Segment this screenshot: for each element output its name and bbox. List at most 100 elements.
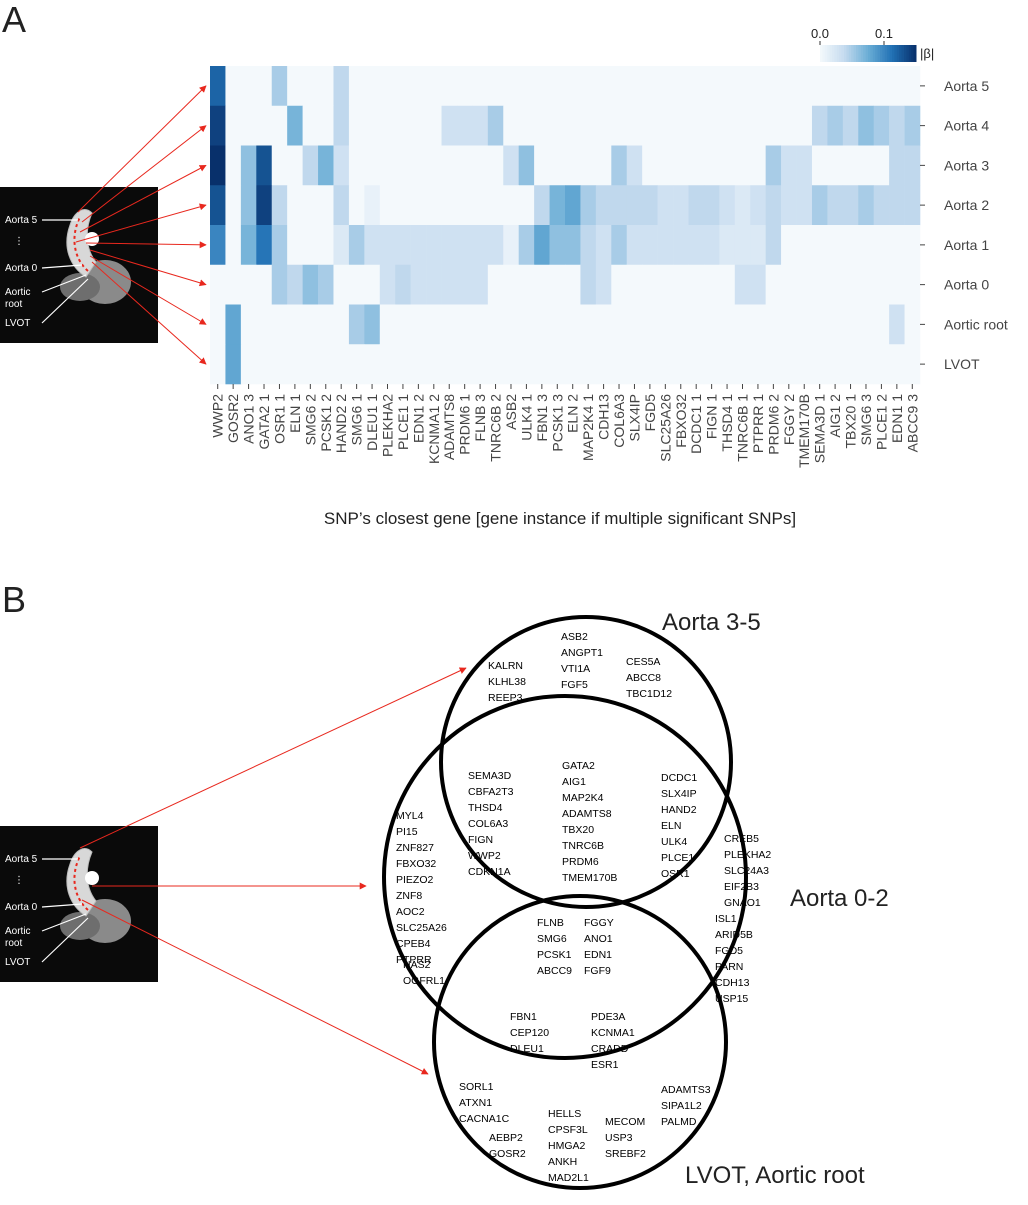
colorbar-segment: [894, 45, 898, 62]
heatmap-cell: [518, 264, 535, 305]
heatmap-cell: [256, 66, 273, 107]
x-tick-label: THSD4 1: [719, 394, 735, 452]
x-tick-label: ULK4 1: [518, 394, 534, 441]
heatmap-cell: [750, 264, 766, 305]
heatmap-cell: [395, 145, 411, 186]
heatmap-cell: [688, 225, 705, 266]
heatmap-cell: [348, 66, 365, 107]
heatmap-cell: [734, 66, 751, 107]
colorbar-segment: [846, 45, 850, 62]
heatmap-cell: [796, 264, 813, 305]
y-tick-label: Aorta 0: [944, 277, 989, 293]
heatmap-cell: [426, 185, 442, 226]
x-tick-label: PCSK1 2: [318, 394, 334, 452]
heatmap-cell: [302, 344, 319, 385]
heatmap-cell: [287, 344, 303, 385]
heatmap-cell: [210, 264, 226, 305]
colorbar-segment: [856, 45, 859, 62]
x-axis-title: SNP’s closest gene [gene instance if mul…: [324, 509, 796, 528]
arrow: [81, 125, 207, 223]
heatmap-cell: [688, 304, 705, 345]
heatmap-cell: [750, 66, 766, 107]
venn-circle: [439, 615, 733, 909]
heatmap-cell: [333, 185, 350, 226]
heatmap-cell: [750, 145, 766, 186]
heatmap-cell: [534, 225, 550, 266]
heatmap-cell: [534, 105, 550, 146]
x-tick-label: CDH13: [596, 394, 612, 440]
heatmap-cell: [348, 185, 365, 226]
heatmap-cell: [642, 145, 658, 186]
heatmap-cell: [626, 145, 643, 186]
heatmap-cell: [395, 225, 411, 266]
heatmap-cell: [626, 105, 643, 146]
heatmap-cell: [225, 225, 242, 266]
arrow: [89, 255, 207, 325]
arrow: [81, 899, 429, 1075]
x-tick-label: SLX4IP: [626, 394, 642, 441]
colorbar-segment: [836, 45, 840, 62]
x-tick-label: TNRC6B 1: [735, 394, 751, 462]
heatmap-cell: [441, 145, 458, 186]
heatmap-cell: [595, 105, 612, 146]
heatmap-cell: [426, 344, 442, 385]
gene-label: SORL1: [459, 1081, 494, 1093]
gene-label: TNRC6B: [562, 840, 604, 852]
gene-label: MAP2K4: [562, 792, 604, 804]
heatmap-cell: [318, 225, 334, 266]
heatmap-cell: [765, 304, 782, 345]
gene-label: GATA2: [562, 760, 595, 772]
heatmap-cell: [688, 145, 705, 186]
heatmap-cell: [503, 66, 519, 107]
gene-label: CDKN1A: [468, 866, 511, 878]
heatmap-cell: [904, 304, 921, 345]
heatmap-cell: [873, 264, 890, 305]
x-tick-label: EDN1 2: [410, 394, 426, 443]
x-tick-label: DLEU1 1: [364, 394, 380, 451]
gene-label: ISL1: [715, 913, 737, 925]
heatmap-cell: [595, 304, 612, 345]
heatmap-cell: [904, 264, 921, 305]
heatmap-cell: [657, 304, 674, 345]
heatmap-cell: [271, 145, 288, 186]
x-tick-label: FGD5: [642, 394, 658, 432]
heatmap-cell: [734, 344, 751, 385]
heatmap-cell: [580, 304, 597, 345]
heatmap-cell: [240, 304, 257, 345]
gene-label: DLEU1: [510, 1043, 544, 1055]
heatmap-cell: [410, 145, 427, 186]
heatmap-cell: [333, 66, 350, 107]
heatmap-cell: [364, 225, 381, 266]
gene-label: FIGN: [468, 834, 493, 846]
gene-label: FBN1: [510, 1011, 537, 1023]
heatmap-cell: [210, 105, 226, 146]
heatmap-cell: [549, 264, 566, 305]
heatmap-cell: [580, 185, 597, 226]
arrow: [77, 85, 207, 213]
heatmap-cell: [549, 225, 566, 266]
heatmap-cell: [611, 225, 628, 266]
gene-label: MYL4: [396, 810, 424, 822]
heatmap-cell: [781, 185, 797, 226]
x-tick-label: ADAMTS8: [441, 394, 457, 460]
colorbar-segment: [832, 45, 835, 62]
heatmap-cell: [734, 225, 751, 266]
heatmap-cell: [750, 225, 766, 266]
heatmap-cell: [657, 225, 674, 266]
colorbar-segment: [913, 45, 917, 62]
heatmap-cell: [703, 225, 720, 266]
heatmap-cell: [796, 66, 813, 107]
anatomy-label: ⋮: [14, 236, 24, 247]
heatmap-cell: [904, 66, 921, 107]
anatomy-label: Aortic: [5, 926, 31, 937]
gene-label: HAND2: [661, 804, 697, 816]
heatmap-cell: [472, 66, 489, 107]
x-tick-label: PTPRR 1: [750, 394, 766, 453]
heatmap-cell: [472, 145, 489, 186]
gene-label: CES5A: [626, 656, 660, 668]
label-pointer: [41, 913, 87, 932]
colorbar-segment: [911, 45, 915, 62]
